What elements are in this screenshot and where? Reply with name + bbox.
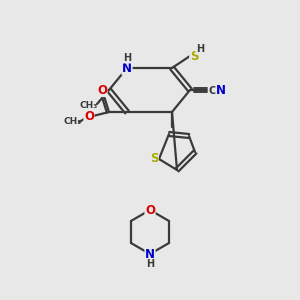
Text: C: C — [208, 86, 216, 96]
Text: H: H — [123, 53, 131, 63]
Text: CH₃: CH₃ — [80, 101, 98, 110]
Text: H: H — [146, 259, 154, 269]
Text: CH₃: CH₃ — [64, 118, 82, 127]
Text: O: O — [145, 203, 155, 217]
Text: H: H — [196, 44, 204, 54]
Text: O: O — [84, 110, 94, 122]
Text: S: S — [190, 50, 198, 62]
Text: S: S — [150, 152, 158, 166]
Text: O: O — [97, 83, 107, 97]
Text: N: N — [216, 83, 226, 97]
Text: N: N — [122, 61, 132, 74]
Text: N: N — [145, 248, 155, 260]
